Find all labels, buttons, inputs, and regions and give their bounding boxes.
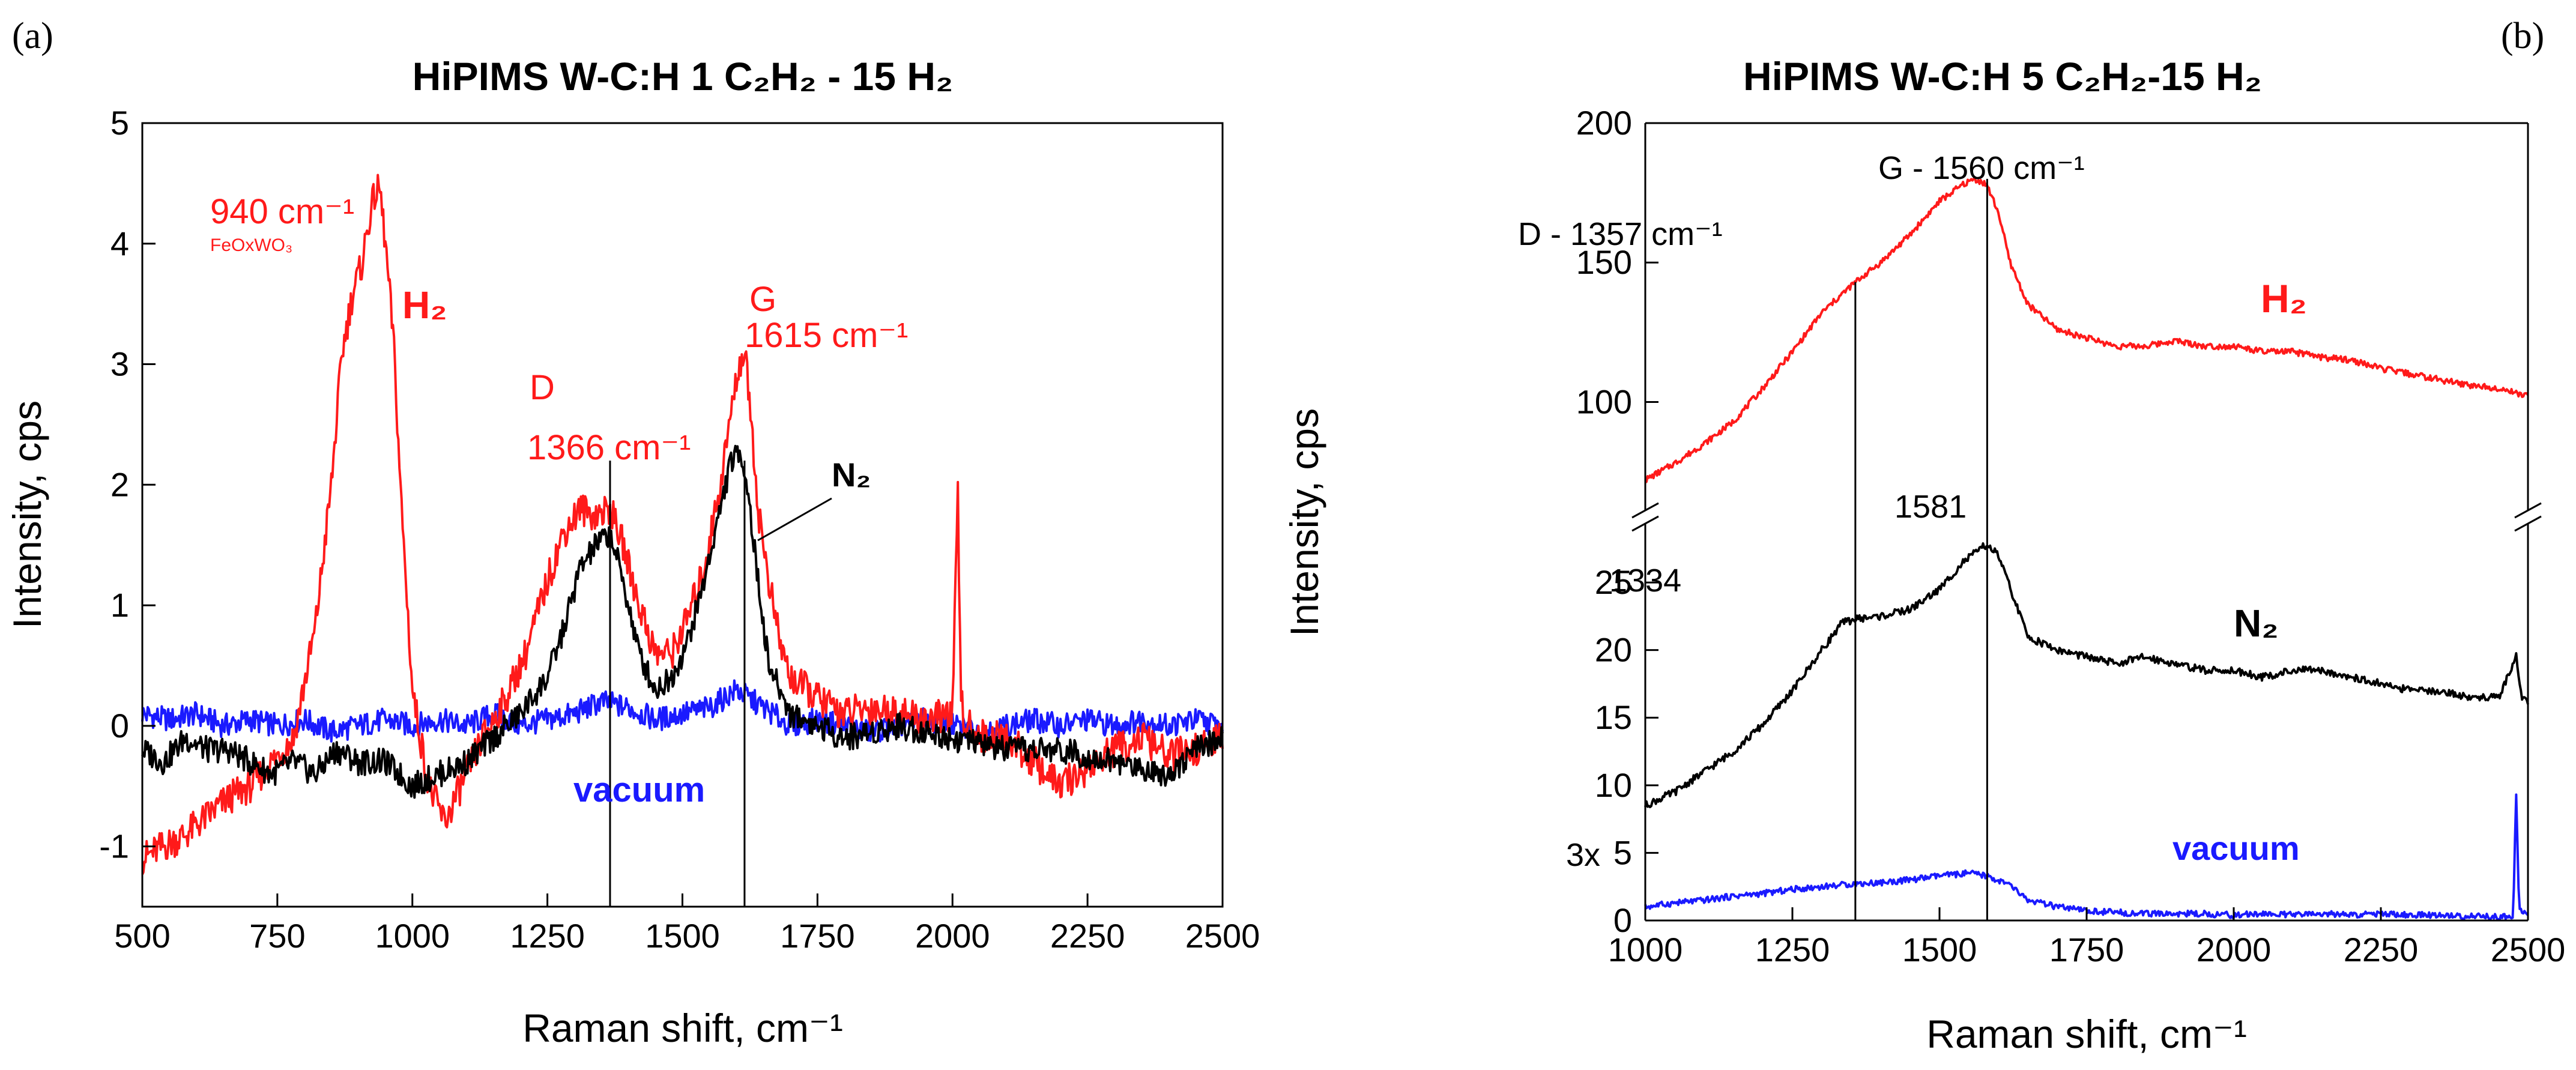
annotation-feoxwo3: FeOxWO₃ bbox=[210, 235, 292, 255]
panel-a-series-N2 bbox=[141, 444, 1224, 799]
panel-a-y-tick-label: 5 bbox=[110, 104, 129, 142]
panel-a-x-ticks: 500 750 1000 1250 1500 1750 2000 2250 2500 bbox=[114, 893, 1260, 955]
panel-b-x-tick-label: 2000 bbox=[2197, 931, 2272, 969]
panel-b-lower-y-tick-label: 10 bbox=[1595, 766, 1632, 804]
panel-b-upper-y-tick-label: 200 bbox=[1576, 104, 1632, 142]
annotation-3x: 3x bbox=[1566, 837, 1600, 873]
panel-b-x-tick-label: 2500 bbox=[2491, 931, 2566, 969]
panel-a-x-tick-label: 1000 bbox=[375, 917, 450, 955]
panel-b-x-axis-label: Raman shift, cm⁻¹ bbox=[1926, 1012, 2247, 1056]
panel-b-x-tick-label: 2250 bbox=[2344, 931, 2419, 969]
annotation-g-label: G bbox=[749, 280, 776, 319]
panel-a-letter: (a) bbox=[12, 16, 53, 56]
annotation-d-1357: D - 1357 cm⁻¹ bbox=[1518, 216, 1723, 252]
panel-a-title: HiPIMS W-C:H 1 C₂H₂ - 15 H₂ bbox=[413, 54, 954, 98]
annotation-940: 940 cm⁻¹ bbox=[210, 192, 354, 231]
panel-b-upper-y-tick-label: 100 bbox=[1576, 382, 1632, 420]
axis-break-marks bbox=[1631, 502, 2542, 532]
panel-b-title: HiPIMS W-C:H 5 C₂H₂-15 H₂ bbox=[1743, 54, 2262, 98]
panel-b-series-N2 bbox=[1644, 542, 2529, 808]
panel-b-x-tick-label: 1750 bbox=[2049, 931, 2124, 969]
panel-a-peak-lines bbox=[609, 461, 746, 907]
panel-b: (b) HiPIMS W-C:H 5 C₂H₂-15 H₂ 1000 1250 15… bbox=[1282, 16, 2565, 1056]
panel-a-x-tick-label: 750 bbox=[249, 917, 305, 955]
panel-b-series-vacuum bbox=[1644, 793, 2529, 921]
panel-b-peak-lines bbox=[1854, 178, 1988, 920]
panel-a-y-tick-label: 4 bbox=[110, 225, 129, 262]
panel-a-series-vacuum bbox=[141, 679, 1224, 745]
panel-a-x-tick-label: 1750 bbox=[780, 917, 855, 955]
panel-b-plot-frame bbox=[1644, 122, 2529, 922]
annotation-n2-a: N₂ bbox=[832, 456, 871, 494]
annotation-h2-a: H₂ bbox=[402, 283, 447, 327]
annotation-d-label: D bbox=[530, 368, 555, 407]
panel-a-y-tick-label: 0 bbox=[110, 707, 129, 745]
panel-a-y-ticks: -1 0 1 2 3 4 5 bbox=[99, 104, 156, 865]
panel-a-y-tick-label: 3 bbox=[110, 345, 129, 383]
annotation-g-1560: G - 1560 cm⁻¹ bbox=[1878, 150, 2085, 186]
panel-b-y-axis-label: Intensity, cps bbox=[1282, 408, 1326, 636]
panel-b-x-tick-label: 1500 bbox=[1902, 931, 1977, 969]
panel-a-x-tick-label: 1250 bbox=[510, 917, 585, 955]
panel-b-lower-y-tick-label: 15 bbox=[1595, 698, 1632, 736]
panel-b-series bbox=[1644, 176, 2529, 921]
annotation-1334: 1334 bbox=[1609, 563, 1681, 599]
panel-b-letter: (b) bbox=[2501, 16, 2544, 56]
panel-a-series bbox=[141, 174, 1224, 875]
annotation-vacuum-a: vacuum bbox=[573, 770, 705, 809]
panel-b-lower-y-tick-label: 5 bbox=[1613, 833, 1632, 871]
panel-a-y-tick-label: -1 bbox=[99, 827, 129, 865]
panel-b-x-ticks: 1000 1250 1500 1750 2000 2250 2500 bbox=[1608, 907, 2566, 969]
panel-a: (a) HiPIMS W-C:H 1 C₂H₂ - 15 H₂ 500 750 10… bbox=[5, 16, 1260, 1050]
panel-a-x-tick-label: 2500 bbox=[1185, 917, 1260, 955]
annotation-d-value: 1366 cm⁻¹ bbox=[527, 428, 691, 467]
panel-b-lower-y-tick-label: 25 bbox=[1595, 563, 1632, 601]
panel-a-x-axis-label: Raman shift, cm⁻¹ bbox=[522, 1006, 843, 1050]
annotation-n2-b: N₂ bbox=[2234, 602, 2279, 645]
panel-b-series-H2 bbox=[1645, 176, 2529, 484]
panel-a-series-H2 bbox=[141, 174, 1224, 875]
annotation-1581: 1581 bbox=[1894, 489, 1967, 525]
panel-a-x-tick-label: 2000 bbox=[915, 917, 990, 955]
panel-b-x-tick-label: 1250 bbox=[1755, 931, 1830, 969]
panel-a-y-axis-label: Intensity, cps bbox=[5, 400, 49, 629]
annotation-vacuum-b: vacuum bbox=[2172, 829, 2300, 867]
annotation-g-value: 1615 cm⁻¹ bbox=[745, 316, 908, 355]
annotation-h2-b: H₂ bbox=[2261, 276, 2307, 321]
panel-a-x-tick-label: 500 bbox=[114, 917, 170, 955]
n2-pointer-line bbox=[757, 497, 832, 542]
panel-b-lower-y-tick-label: 20 bbox=[1595, 631, 1632, 669]
panel-a-y-tick-label: 1 bbox=[110, 586, 129, 624]
panel-a-x-tick-label: 2250 bbox=[1050, 917, 1125, 955]
panel-b-upper-y-tick-label: 150 bbox=[1576, 243, 1632, 281]
panel-a-x-tick-label: 1500 bbox=[645, 917, 720, 955]
panel-b-x-tick-label: 1000 bbox=[1608, 931, 1683, 969]
panel-b-lower-y-tick-label: 0 bbox=[1613, 901, 1632, 939]
panel-a-y-tick-label: 2 bbox=[110, 465, 129, 503]
panel-b-y-ticks: 100 150 200 0 5 10 15 20 25 bbox=[1576, 104, 1658, 939]
